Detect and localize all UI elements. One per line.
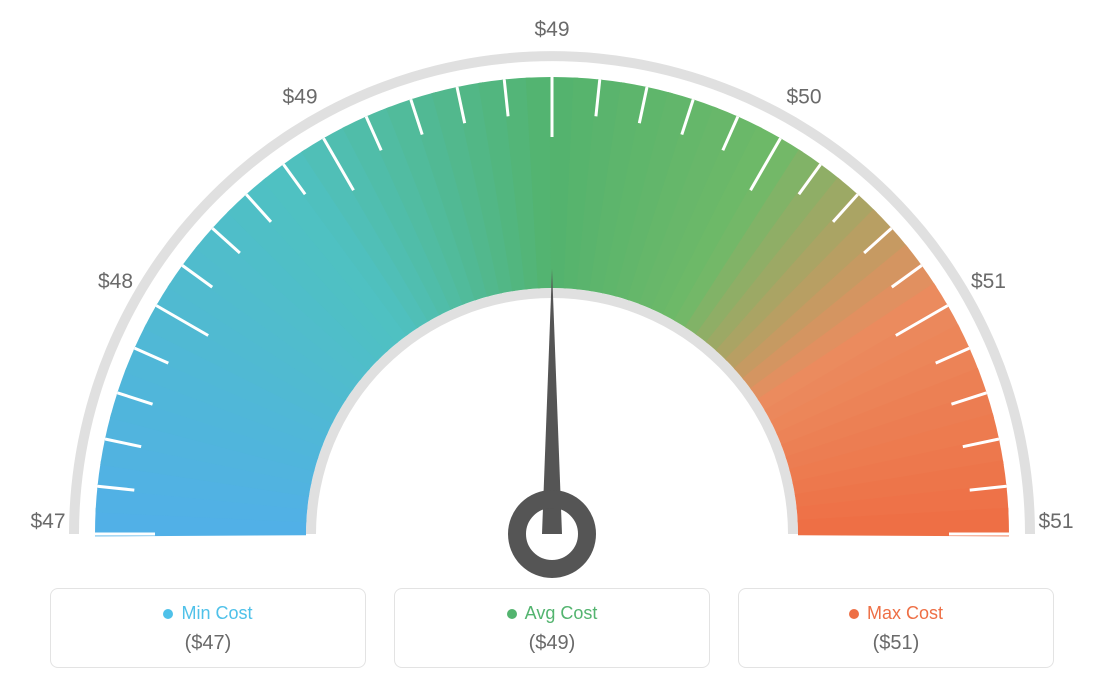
svg-text:$47: $47 xyxy=(30,510,65,533)
legend-card-avg: Avg Cost ($49) xyxy=(394,588,710,668)
min-value: ($47) xyxy=(61,632,355,655)
max-dot xyxy=(849,609,859,619)
svg-text:$50: $50 xyxy=(786,86,821,109)
avg-label: Avg Cost xyxy=(525,603,598,624)
svg-text:$51: $51 xyxy=(971,270,1006,293)
legend-row: Min Cost ($47) Avg Cost ($49) Max Cost (… xyxy=(50,588,1054,668)
legend-card-min: Min Cost ($47) xyxy=(50,588,366,668)
min-dot xyxy=(163,609,173,619)
legend-card-max: Max Cost ($51) xyxy=(738,588,1054,668)
svg-text:$51: $51 xyxy=(1038,510,1073,533)
avg-value: ($49) xyxy=(405,632,699,655)
min-label: Min Cost xyxy=(181,603,252,624)
avg-dot xyxy=(507,609,517,619)
max-label: Max Cost xyxy=(867,603,943,624)
svg-text:$49: $49 xyxy=(534,18,569,41)
gauge-chart: $47 $48 $49 $49 $50 $51 $51 xyxy=(0,0,1104,560)
svg-text:$49: $49 xyxy=(282,86,317,109)
gauge-svg: $47 $48 $49 $49 $50 $51 $51 xyxy=(0,0,1104,578)
svg-text:$48: $48 xyxy=(98,270,133,293)
max-value: ($51) xyxy=(749,632,1043,655)
